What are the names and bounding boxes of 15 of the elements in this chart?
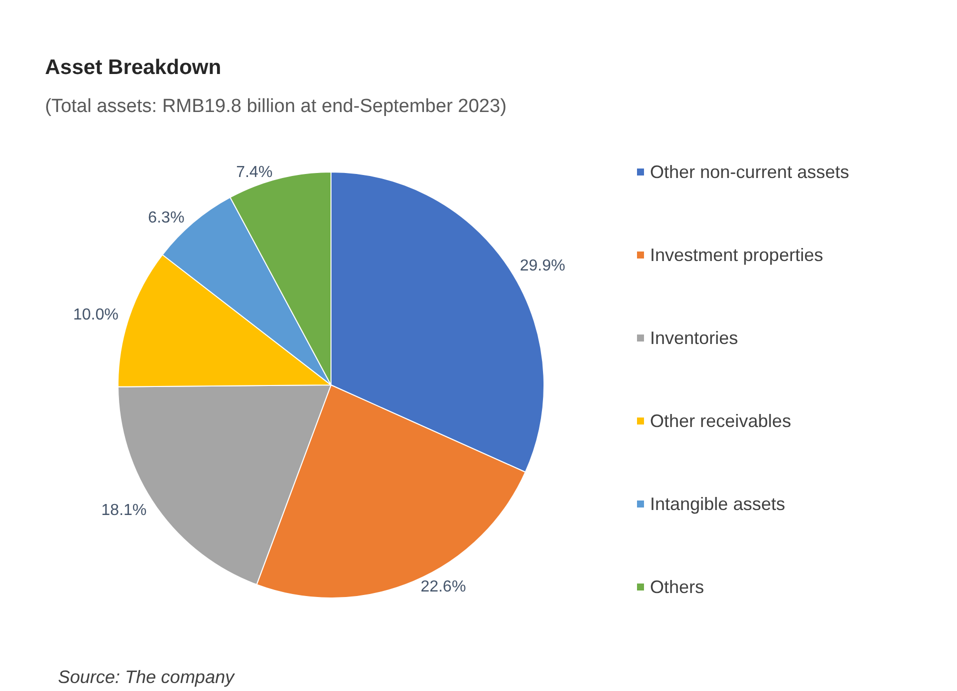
data-label: 22.6% — [420, 578, 466, 596]
legend-label: Intangible assets — [650, 494, 786, 514]
legend-label: Inventories — [650, 328, 738, 348]
data-label: 29.9% — [520, 257, 566, 274]
chart-title: Asset Breakdown — [45, 56, 222, 79]
legend-label: Others — [650, 577, 704, 597]
data-label: 10.0% — [73, 306, 118, 324]
data-label: 6.3% — [148, 209, 184, 226]
legend-label: Other receivables — [650, 411, 792, 431]
chart-subtitle: (Total assets: RMB19.8 billion at end-September 2023) — [45, 96, 507, 117]
data-label: 7.4% — [236, 164, 273, 182]
source-note: Source: The company — [58, 667, 236, 687]
legend-label: Investment properties — [650, 245, 824, 265]
legend-label: Other non-current assets — [650, 162, 850, 182]
data-label: 18.1% — [101, 502, 147, 520]
